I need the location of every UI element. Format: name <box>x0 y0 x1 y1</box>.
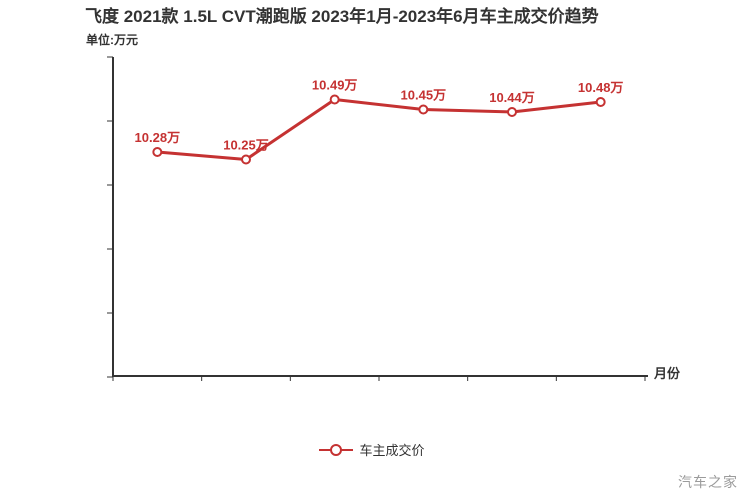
data-point-marker <box>595 97 606 107</box>
line-series-marker-icon <box>319 443 354 456</box>
data-point-label: 10.25万 <box>223 138 269 153</box>
data-point-marker <box>418 104 429 115</box>
axis-ticks <box>107 56 646 381</box>
data-point-label: 10.44万 <box>489 90 535 105</box>
data-point-marker <box>152 147 163 157</box>
unit-label: 单位:万元 <box>86 33 138 47</box>
data-point-label: 10.49万 <box>312 78 358 93</box>
chart-title: 飞度 2021款 1.5L CVT潮跑版 2023年1月-2023年6月车主成交… <box>85 7 599 26</box>
data-point-marker <box>241 154 251 165</box>
series-polyline <box>157 98 601 161</box>
x-axis-label: 月份 <box>654 366 681 381</box>
data-point-marker <box>507 107 517 117</box>
data-point-marker <box>329 94 340 105</box>
data-point-label: 10.45万 <box>401 88 447 103</box>
price-series: 10.28万 10.25万 10.49万 10.45万 10.44万 10.48万 <box>135 78 624 165</box>
legend-label: 车主成交价 <box>359 443 425 458</box>
legend-item-price[interactable]: 车主成交价 <box>0 440 744 459</box>
watermark-autohome: 汽车之家 <box>678 474 738 490</box>
data-point-label: 10.48万 <box>578 80 624 95</box>
data-point-label: 10.28万 <box>135 130 181 145</box>
